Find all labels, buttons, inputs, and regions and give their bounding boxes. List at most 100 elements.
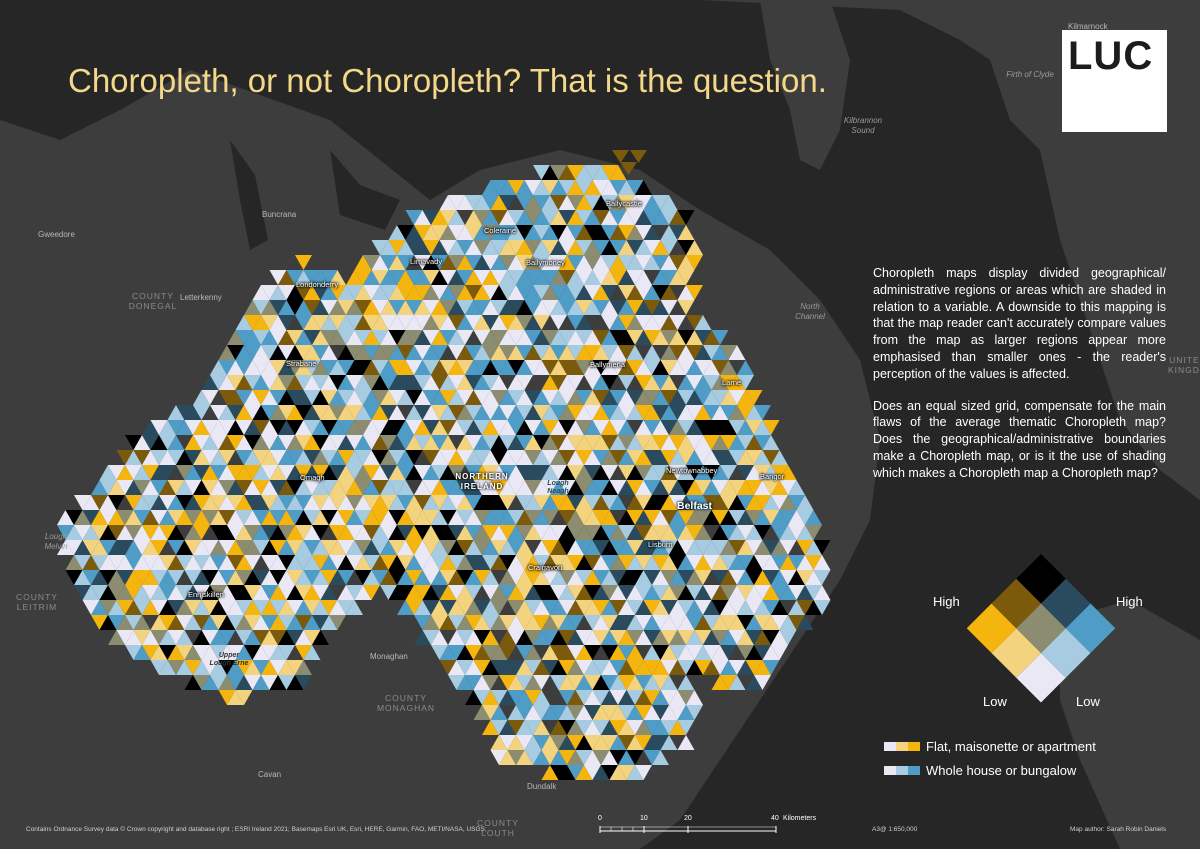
hex-cell — [711, 660, 729, 675]
hex-cell — [465, 435, 482, 450]
hex-cell — [397, 390, 414, 405]
legend-low-right: Low — [1076, 694, 1100, 709]
hex-cell — [609, 210, 627, 225]
hex-cell — [82, 510, 100, 525]
hex-cell — [635, 525, 652, 540]
hex-cell — [601, 525, 618, 540]
hex-cell — [754, 450, 771, 465]
scale-unit: Kilometers — [783, 815, 817, 822]
hex-cell — [686, 450, 703, 465]
hex-cell — [796, 495, 814, 510]
hex-cell — [431, 450, 448, 465]
hex-cell — [439, 480, 457, 495]
hex-cell — [575, 510, 593, 525]
hex-cell — [728, 600, 746, 615]
hex-cell — [448, 330, 465, 345]
hex-cell — [184, 435, 202, 450]
hex-cell — [737, 615, 754, 630]
hex-cell — [159, 555, 176, 570]
hex-cell — [762, 660, 780, 675]
hex-cell — [533, 330, 550, 345]
hex-cell — [609, 600, 627, 615]
hex-cell — [669, 555, 686, 570]
hex-cell — [397, 270, 414, 285]
hex-cell — [405, 420, 423, 435]
hex-cell — [686, 570, 703, 585]
hex-cell — [592, 420, 610, 435]
hex-cell — [499, 750, 516, 765]
hex-cell — [193, 510, 210, 525]
hex-cell — [762, 465, 780, 480]
hex-cell — [286, 435, 304, 450]
hex-cell — [312, 420, 329, 435]
hex-cell — [720, 450, 737, 465]
hex-cell — [677, 270, 695, 285]
hex-cell — [99, 465, 117, 480]
hex-cell — [720, 465, 737, 480]
hex-cell — [312, 555, 329, 570]
hex-cell — [482, 450, 499, 465]
hex-cell — [261, 285, 278, 300]
hex-cell — [524, 690, 542, 705]
hex-cell — [490, 255, 508, 270]
hex-cell — [728, 495, 746, 510]
hex-cell — [635, 540, 652, 555]
hex-cell — [524, 210, 542, 225]
hex-cell — [669, 600, 686, 615]
hex-cell — [99, 570, 117, 585]
hex-cell — [167, 570, 185, 585]
hex-cell — [431, 300, 448, 315]
hex-cell — [575, 570, 593, 585]
hex-cell — [524, 345, 542, 360]
hex-cell — [218, 555, 236, 570]
hex-cell — [422, 300, 440, 315]
hex-cell — [456, 330, 474, 345]
hex-cell — [422, 495, 440, 510]
hex-cell — [694, 390, 712, 405]
hex-cell — [439, 195, 457, 210]
hex-cell — [711, 480, 729, 495]
hex-cell — [431, 315, 448, 330]
hex-cell — [507, 660, 525, 675]
hex-cell — [524, 300, 542, 315]
hex-cell — [669, 450, 686, 465]
hex-cell — [482, 495, 499, 510]
hex-cell — [575, 495, 593, 510]
hex-cell — [669, 225, 686, 240]
hex-cell — [584, 300, 601, 315]
hex-cell — [737, 570, 754, 585]
hex-cell — [516, 615, 533, 630]
hex-cell — [261, 360, 278, 375]
hex-cell — [227, 390, 244, 405]
hex-cell — [754, 510, 771, 525]
hex-cell — [771, 570, 788, 585]
hex-cell — [439, 570, 457, 585]
hex-cell — [329, 525, 346, 540]
hex-cell — [652, 420, 669, 435]
hex-cell — [210, 585, 227, 600]
hex-cell — [533, 600, 550, 615]
hex-cell — [618, 195, 635, 210]
hex-cell — [456, 480, 474, 495]
hex-cell — [422, 390, 440, 405]
hex-cell — [575, 675, 593, 690]
hex-cell — [218, 495, 236, 510]
hex-cell — [720, 525, 737, 540]
hex-cell — [669, 465, 686, 480]
hex-cell — [499, 330, 516, 345]
hex-cell — [235, 345, 253, 360]
hex-cell — [703, 495, 720, 510]
hex-cell — [592, 600, 610, 615]
hex-cell — [456, 510, 474, 525]
hex-cell — [499, 195, 516, 210]
hex-cell — [643, 645, 661, 660]
hex-cell — [490, 390, 508, 405]
hex-cell — [252, 450, 270, 465]
hex-cell — [669, 645, 686, 660]
hex-cell — [380, 240, 397, 255]
hex-cell — [584, 720, 601, 735]
hex-cell — [507, 720, 525, 735]
hex-cell — [439, 300, 457, 315]
scale-bar — [599, 826, 777, 833]
hex-cell — [652, 435, 669, 450]
